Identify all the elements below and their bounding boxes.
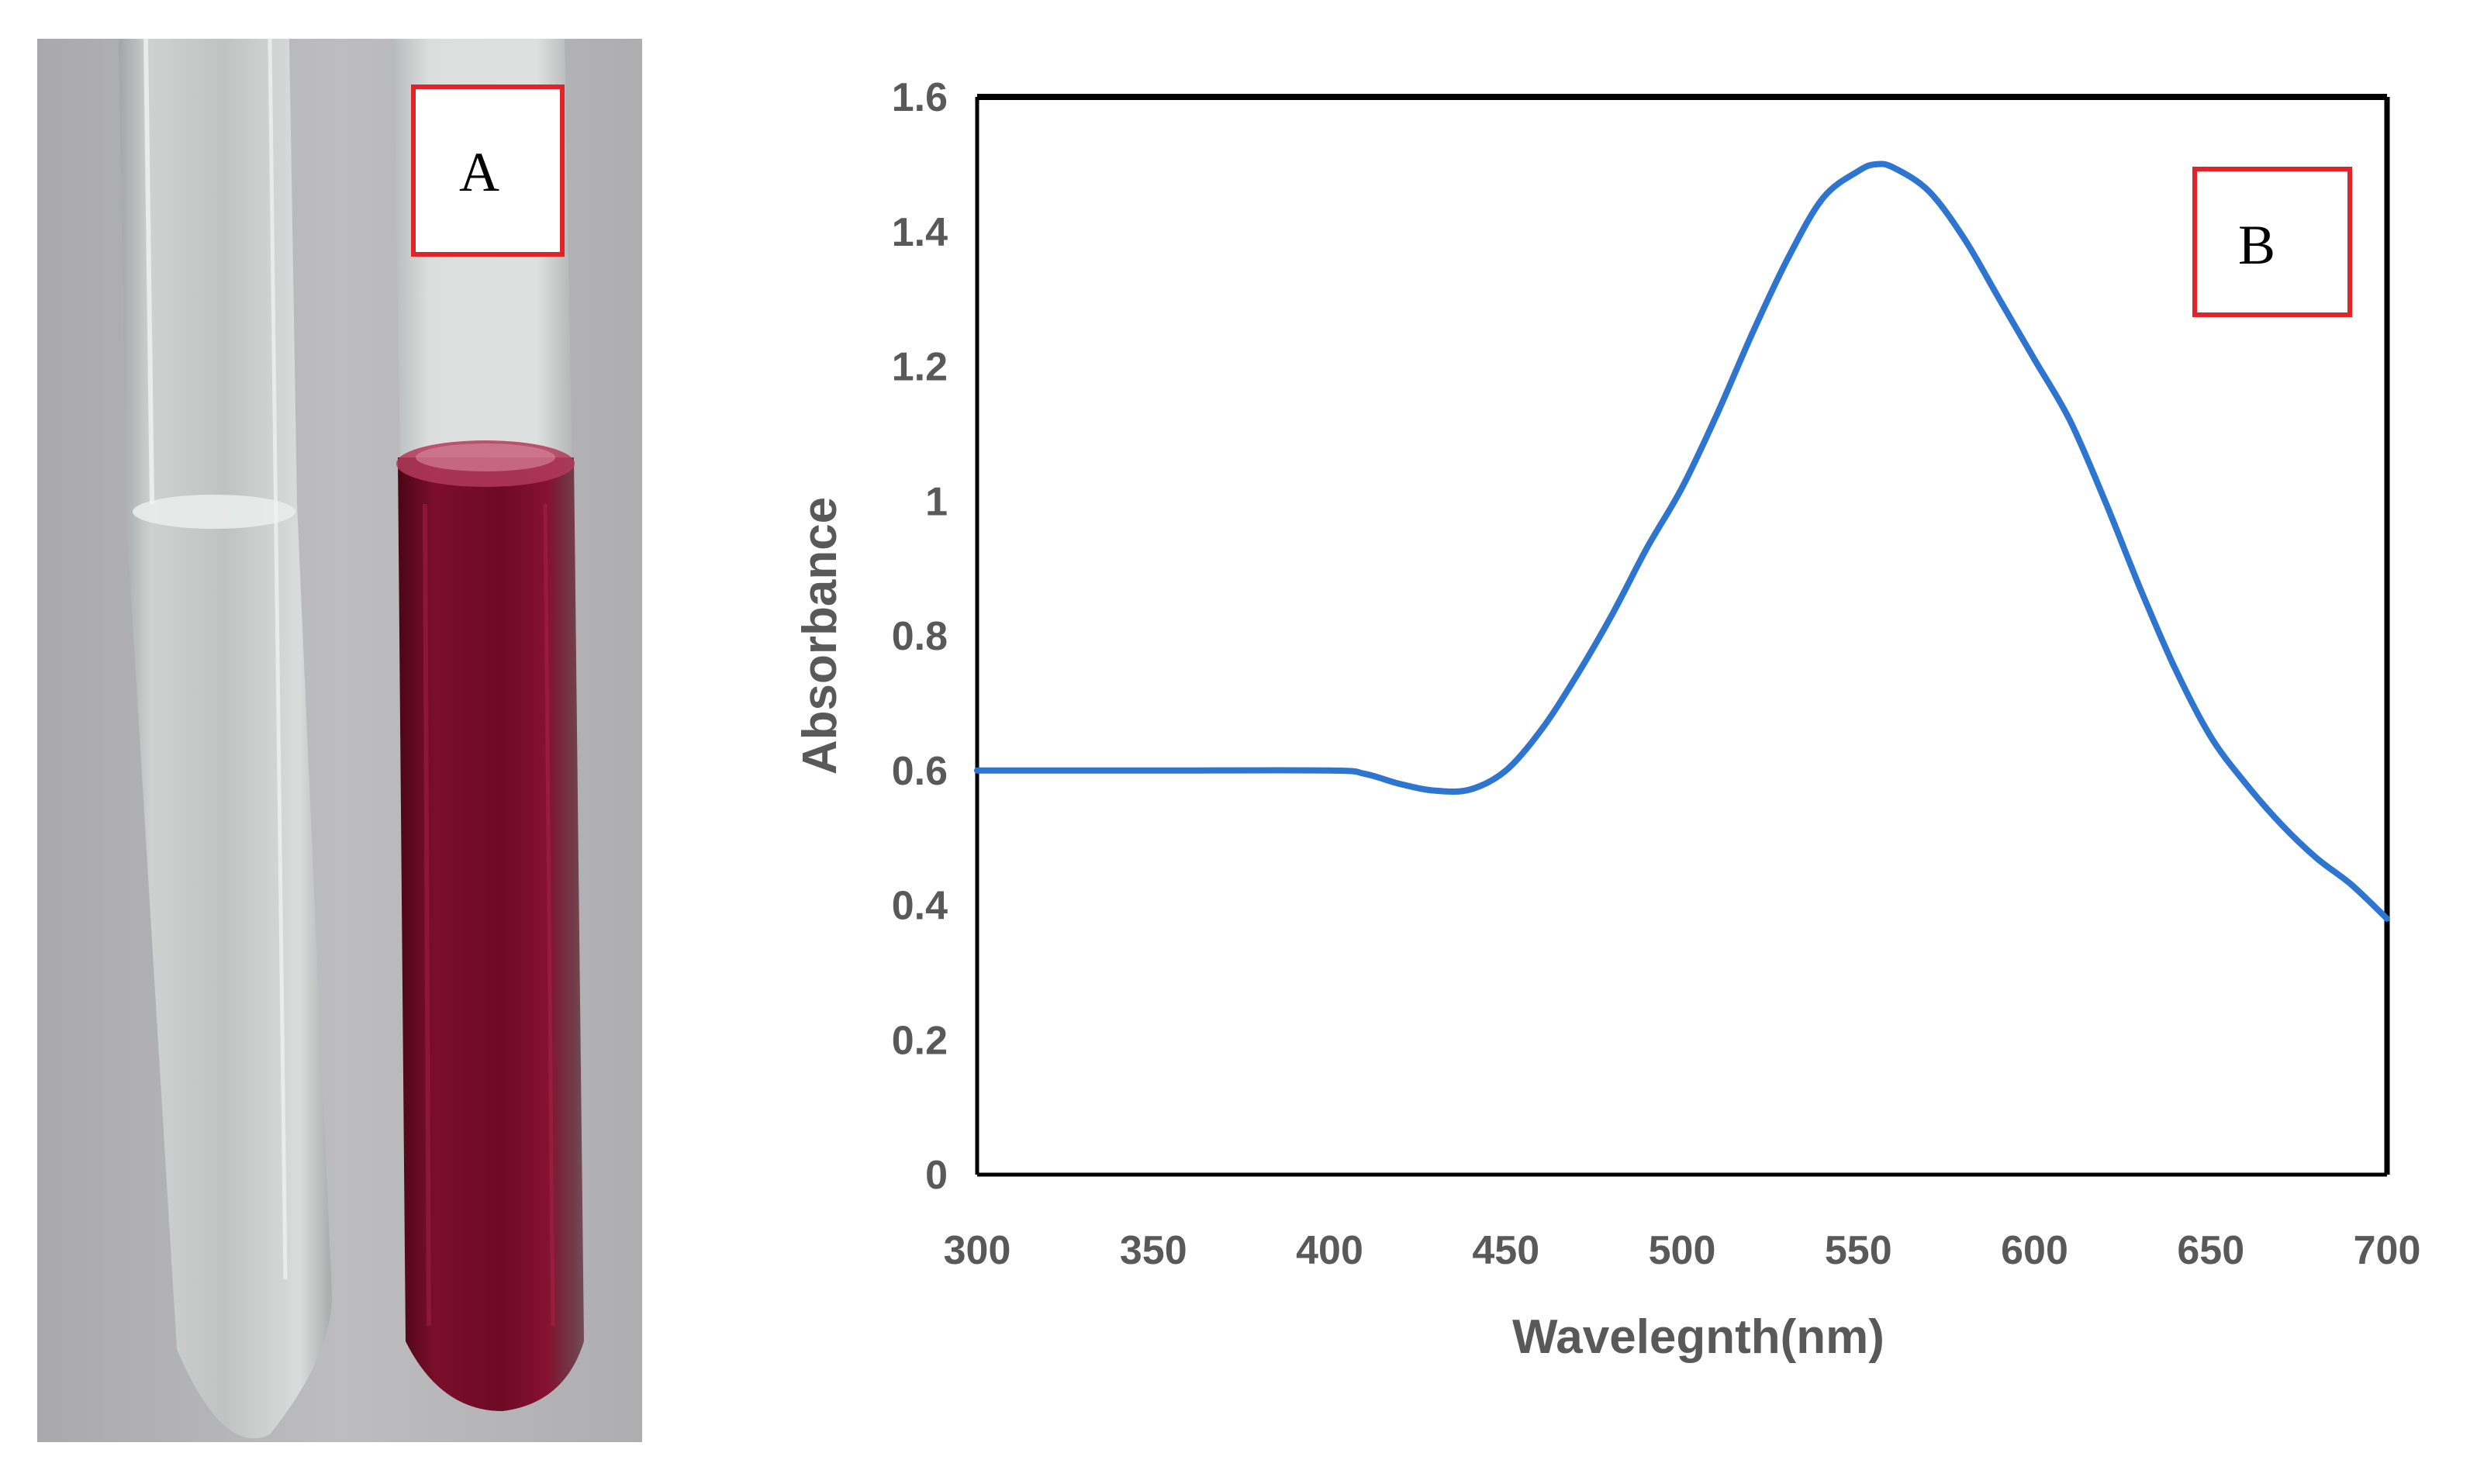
x-tick-label: 300 — [944, 1228, 1011, 1273]
x-tick-label: 500 — [1649, 1228, 1716, 1273]
x-tick-label: 450 — [1472, 1228, 1539, 1273]
y-axis-title: Absorbance — [793, 497, 847, 775]
panel-b-label: B — [2238, 214, 2275, 276]
panel-b-label-box — [2192, 167, 2352, 317]
panel-a-label: A — [459, 141, 499, 203]
x-tick-label: 600 — [2001, 1228, 2068, 1273]
absorbance-chart: 0 0.2 0.4 0.6 0.8 1 1.2 1.4 1.6 300 350 400 450 500 5… — [744, 0, 2470, 1484]
x-tick-label: 350 — [1120, 1228, 1187, 1273]
y-tick-label: 1.2 — [892, 345, 948, 390]
x-tick-label: 400 — [1296, 1228, 1363, 1273]
plot-area — [977, 97, 2387, 1175]
y-tick-label: 0.2 — [892, 1018, 948, 1063]
y-tick-label: 0.8 — [892, 614, 948, 659]
absorbance-series-line — [974, 160, 2390, 922]
y-tick-label: 0.6 — [892, 749, 948, 794]
x-tick-label: 550 — [1825, 1228, 1892, 1273]
y-tick-label: 0.4 — [892, 884, 948, 929]
y-tick-label: 1.4 — [892, 210, 948, 255]
test-tubes-photo: A — [37, 39, 642, 1442]
y-tick-label: 1 — [925, 479, 948, 524]
y-tick-labels: 0 0.2 0.4 0.6 0.8 1 1.2 1.4 1.6 — [892, 75, 948, 1198]
x-tick-labels: 300 350 400 450 500 550 600 650 700 — [944, 1228, 2421, 1273]
x-tick-label: 650 — [2177, 1228, 2244, 1273]
y-tick-label: 0 — [925, 1153, 948, 1198]
y-tick-label: 1.6 — [892, 75, 948, 120]
x-axis-title: Wavelegnth(nm) — [1512, 1310, 1884, 1364]
panel-a-label-box — [411, 85, 565, 257]
x-tick-label: 700 — [2354, 1228, 2421, 1273]
clear-test-tube — [119, 39, 332, 1439]
